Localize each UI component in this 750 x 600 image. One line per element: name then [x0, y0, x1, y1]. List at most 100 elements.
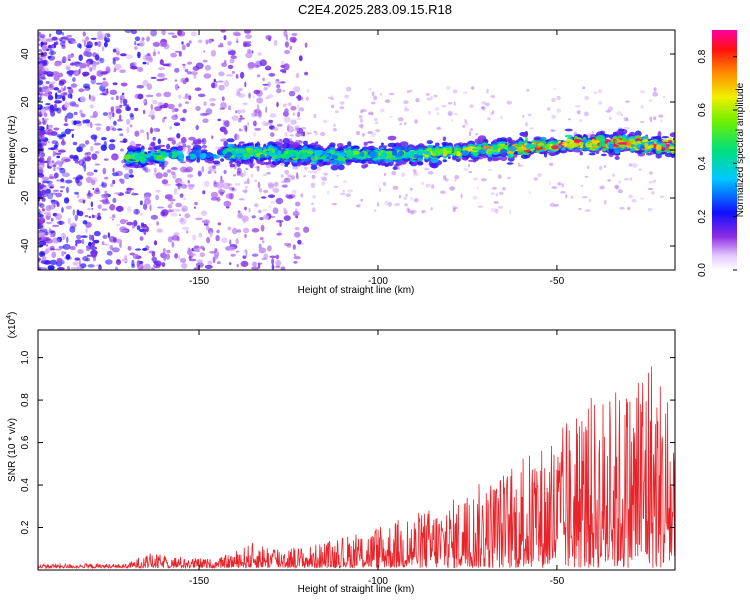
spectrogram-cell	[453, 101, 456, 106]
spectrogram-cell	[294, 125, 300, 130]
spectrogram-cell	[59, 220, 62, 225]
spectrogram-cell	[221, 138, 227, 142]
spectrogram-cell	[101, 182, 108, 188]
spectrogram-cell	[113, 70, 116, 73]
spectrogram-cell	[66, 112, 74, 119]
spectrogram-cell	[44, 87, 50, 94]
spectrogram-cell	[167, 198, 176, 202]
spectrogram-cell	[276, 101, 279, 108]
spectrogram-cell	[153, 240, 158, 246]
spectrogram-cell	[137, 263, 144, 270]
spectrogram-cell	[410, 211, 413, 214]
spectrogram-cell	[646, 152, 653, 156]
spectrogram-cell	[236, 37, 239, 43]
spectrogram-cell	[367, 131, 373, 134]
spectrogram-cell	[80, 263, 87, 268]
spectrogram-cell	[102, 234, 108, 239]
spectrogram-cell	[58, 81, 65, 86]
spectrogram-cell	[39, 74, 46, 79]
spectrogram-cell	[227, 48, 235, 52]
spectrogram-cell	[653, 179, 656, 183]
spectrogram-cell	[339, 101, 345, 105]
spectrogram-cell	[42, 211, 49, 214]
spectrogram-cell	[355, 205, 361, 207]
spectrogram-cell	[139, 236, 144, 241]
spectrogram-cell	[177, 145, 184, 152]
spectrogram-cell	[211, 82, 216, 89]
spectrogram-cell	[297, 111, 300, 118]
spectrogram-cell	[639, 168, 642, 171]
spectrogram-cell	[203, 101, 207, 106]
spectrogram-cell	[243, 227, 250, 234]
spectrogram-cell	[96, 82, 102, 85]
spectrogram-cell	[95, 126, 101, 131]
spectrogram-cell	[170, 212, 178, 217]
spectrogram-cell	[481, 101, 486, 105]
spectrogram-cell	[266, 65, 270, 69]
spectrogram-cell	[464, 120, 468, 126]
spectrogram-cell	[442, 175, 447, 181]
spectrogram-cell	[661, 136, 669, 139]
spectrogram-cell	[442, 159, 447, 163]
spectrogram-cell	[103, 140, 107, 148]
spectrogram-cell	[136, 84, 144, 89]
spectrogram-cell	[276, 88, 282, 94]
spectrogram-cell	[38, 208, 41, 215]
spectrogram-cell	[165, 253, 170, 260]
spectrogram-cell	[586, 165, 590, 170]
spectrogram-cell	[282, 89, 286, 92]
spectrogram-cell	[261, 209, 268, 212]
spectrogram-cell	[78, 259, 81, 266]
spectrogram-cell	[573, 149, 582, 153]
spectrogram-cell	[303, 226, 310, 233]
spectrogram-cell	[197, 93, 206, 98]
spectrogram-cell	[296, 172, 299, 179]
spectrogram-cell	[252, 261, 257, 268]
spectrogram-cell	[134, 36, 141, 42]
spectrogram-cell	[601, 153, 607, 157]
spectrogram-cell	[283, 242, 292, 247]
spectrogram-cell	[102, 112, 109, 116]
spectrogram-cell	[549, 181, 552, 186]
spectrogram-cell	[374, 117, 378, 122]
spectrogram-cell	[94, 163, 101, 166]
spectrogram-cell	[67, 59, 72, 61]
spectrogram-cell	[105, 125, 111, 132]
spectrogram-cell	[297, 104, 300, 109]
spectrogram-cell	[144, 198, 151, 205]
spectrogram-cell	[272, 187, 280, 193]
spectrogram-cell	[91, 153, 98, 160]
spectrogram-cell	[286, 195, 294, 200]
spectrogram-cell	[490, 95, 496, 98]
spectrogram-cell	[38, 43, 42, 47]
spectrogram-cell	[336, 174, 339, 177]
spectrogram-cell	[283, 215, 291, 222]
spectrogram-cell	[373, 209, 377, 212]
spectrogram-cell	[264, 96, 270, 100]
spectrogram-cell	[487, 117, 492, 121]
spectrogram-cell	[248, 92, 252, 99]
spectrogram-cell	[427, 171, 434, 175]
spectrogram-cell	[387, 142, 397, 148]
spectrogram-cell	[280, 198, 284, 204]
spectrogram-cell	[194, 249, 200, 253]
spectrogram-cell	[101, 46, 105, 52]
spectrogram-cell	[134, 107, 139, 112]
spectrogram-cell	[256, 104, 260, 110]
spectrogram-cell	[184, 213, 191, 219]
spectrogram-cell	[140, 200, 143, 206]
spectrogram-cell	[287, 102, 292, 107]
spectrogram-cell	[87, 207, 91, 211]
spectrogram-cell	[487, 168, 493, 171]
spectrogram-cell	[59, 39, 63, 42]
spectrogram-cell	[103, 41, 108, 48]
spectrogram-cell	[39, 111, 42, 116]
spectrogram-cell	[361, 159, 367, 164]
spectrogram-cell	[40, 54, 45, 58]
spectrogram-cell	[140, 163, 146, 168]
spectrogram-cell	[271, 258, 274, 266]
spectrogram-cell	[147, 52, 151, 57]
spectrogram-cell	[287, 174, 292, 178]
spectrogram-cell	[205, 152, 214, 158]
